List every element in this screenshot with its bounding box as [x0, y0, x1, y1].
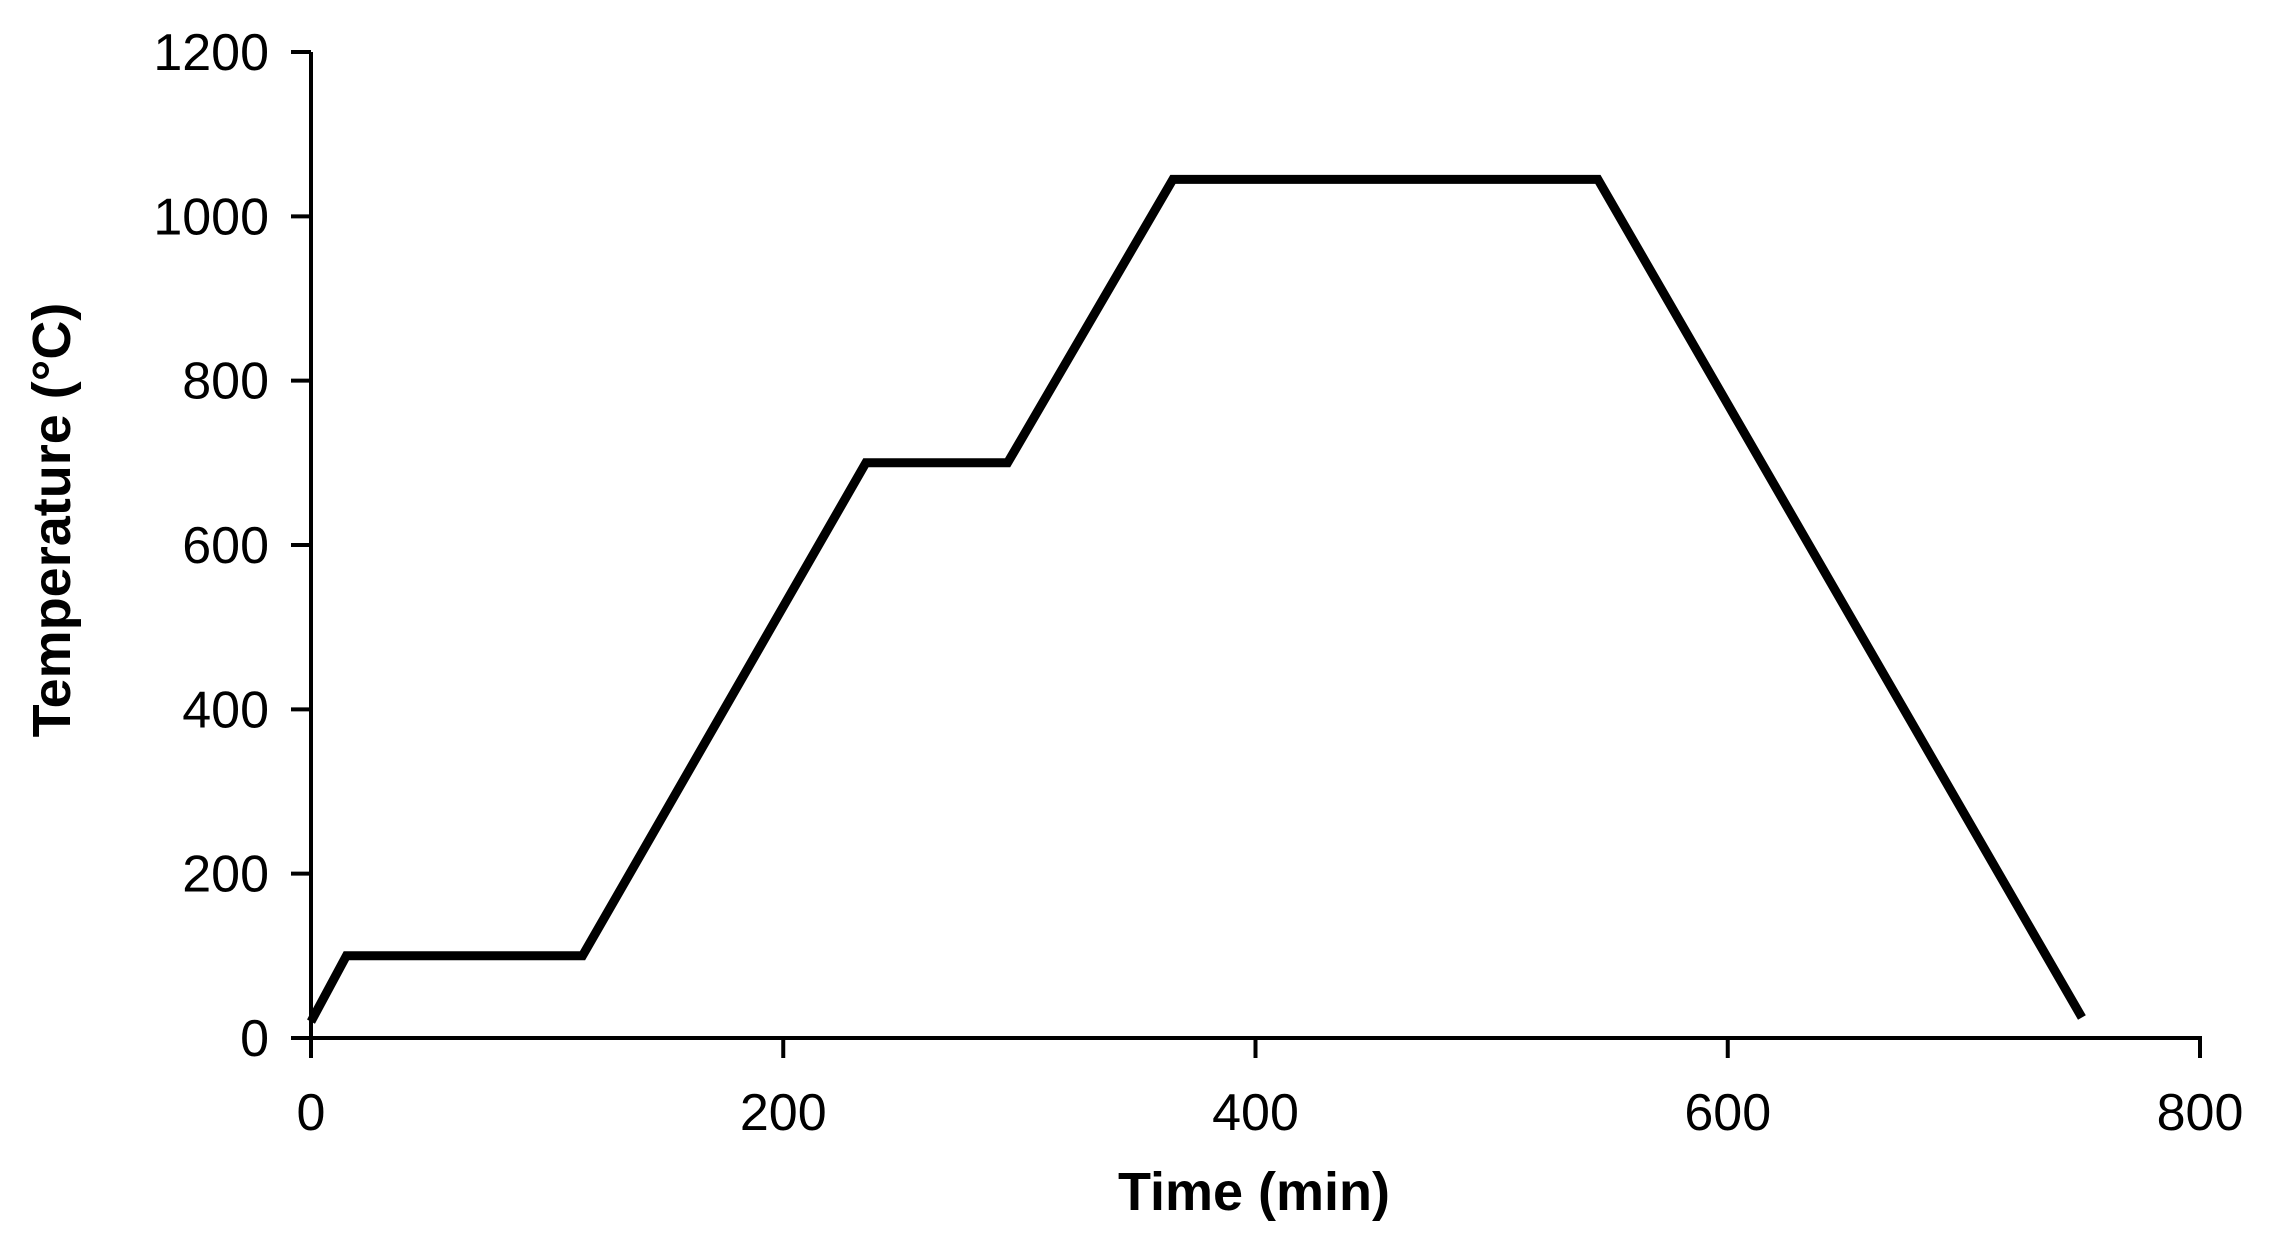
x-tick-label: 400: [1212, 1084, 1299, 1142]
x-tick-label: 200: [740, 1084, 827, 1142]
y-tick-label: 1200: [153, 24, 269, 82]
x-axis-title: Time (min): [1118, 1162, 1390, 1222]
y-tick-label: 400: [182, 681, 269, 739]
y-axis-title: Temperature (°C): [22, 303, 82, 738]
ticks: 0 200 400 600 800 1000 1200 0 200 400 600 800: [153, 24, 2243, 1142]
x-tick-label: 0: [297, 1084, 326, 1142]
y-tick-label: 800: [182, 353, 269, 411]
y-tick-label: 600: [182, 517, 269, 575]
y-tick-label: 0: [240, 1010, 269, 1068]
axes: [309, 52, 2202, 1040]
x-tick-label: 600: [1684, 1084, 1771, 1142]
y-tick-label: 200: [182, 846, 269, 904]
x-tick-label: 800: [2157, 1084, 2244, 1142]
series-line: [307, 174, 2086, 1024]
series-layer: [307, 174, 2086, 1024]
y-tick-label: 1000: [153, 188, 269, 246]
